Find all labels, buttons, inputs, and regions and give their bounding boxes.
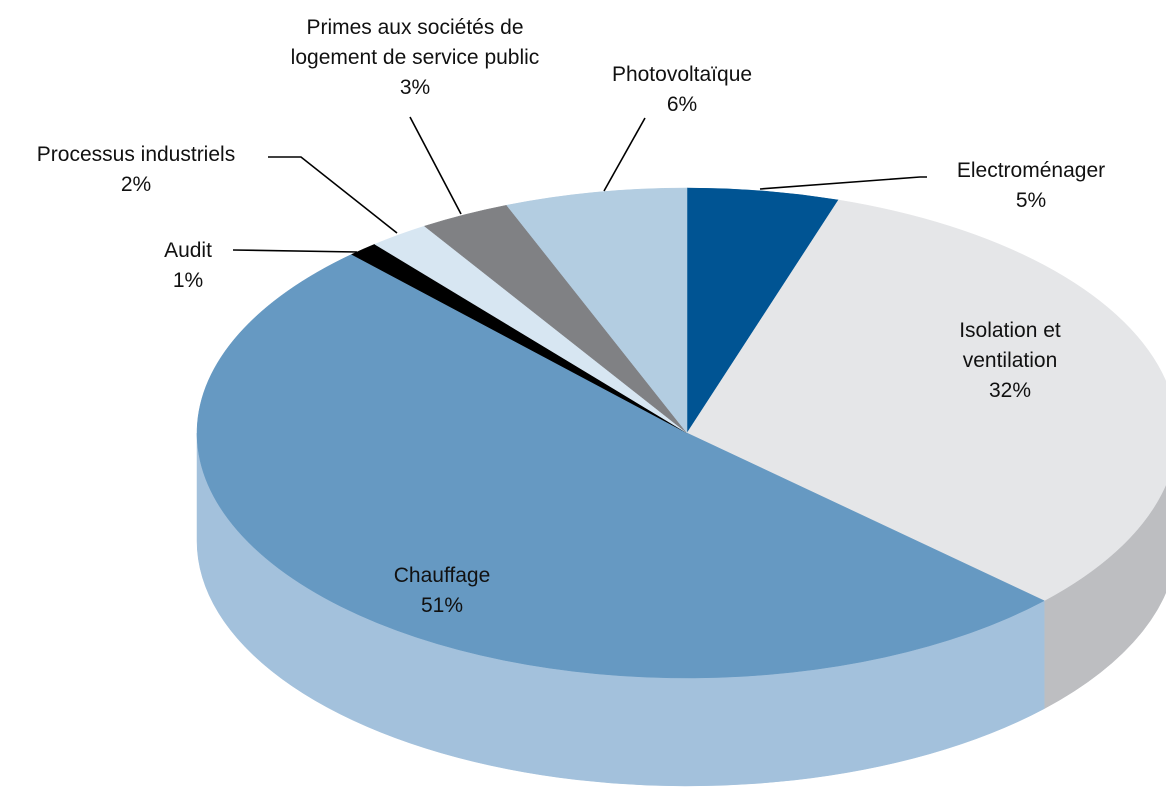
slice-label-2: Chauffage	[394, 564, 491, 587]
pie-slice-1	[686, 199, 1166, 601]
leader-line-3	[232, 249, 358, 253]
pie-labels: Electroménager 5% Isolation et ventilation 3…	[37, 16, 1105, 617]
slice-label-3: Audit	[164, 239, 212, 262]
slice-label-1: Isolation et	[959, 319, 1061, 342]
slice-label-5: logement de service public	[291, 46, 540, 69]
slice-label-5: Primes aux sociétés de	[306, 16, 523, 39]
leader-line-0	[759, 176, 927, 190]
leader-line-6	[603, 117, 646, 192]
pie-slice-2	[196, 254, 1045, 679]
slice-label-1: ventilation	[963, 349, 1058, 372]
slice-percent-5: 3%	[400, 76, 430, 99]
pie-slice-6	[506, 187, 688, 434]
slice-percent-3: 1%	[173, 269, 203, 292]
leader-line-5	[409, 116, 462, 215]
slice-percent-2: 51%	[421, 594, 463, 617]
leader-line-4	[268, 156, 398, 234]
slice-percent-0: 5%	[1016, 189, 1046, 212]
pie-slice-0	[686, 187, 839, 434]
slice-label-6: Photovoltaïque	[612, 63, 752, 86]
pie-top	[196, 187, 1166, 679]
slice-label-4: Processus industriels	[37, 143, 235, 166]
slice-percent-1: 32%	[989, 379, 1031, 402]
slice-percent-4: 2%	[121, 173, 151, 196]
slice-percent-6: 6%	[667, 93, 697, 116]
slice-label-0: Electroménager	[957, 159, 1105, 182]
